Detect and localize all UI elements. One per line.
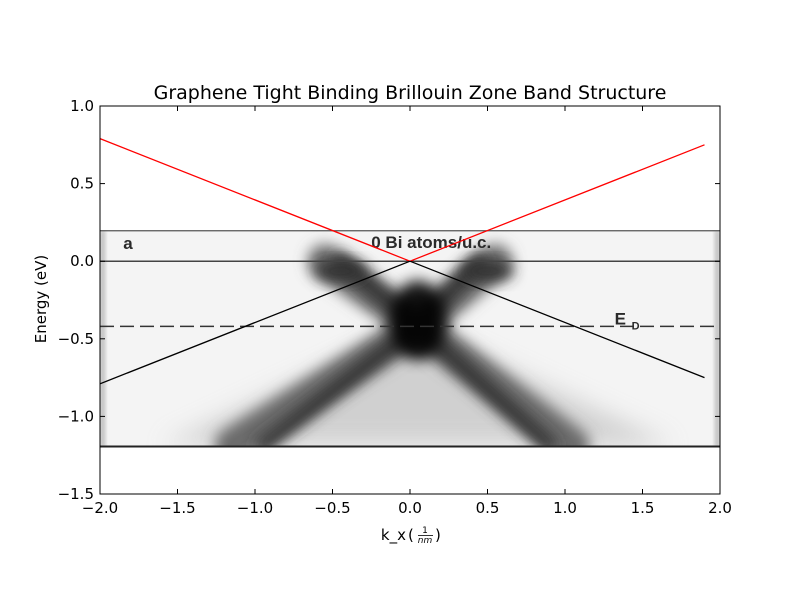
chart-title: Graphene Tight Binding Brillouin Zone Ba… (154, 82, 667, 104)
x-axis-label-text: k_x (381, 526, 406, 545)
image-right-top-blob (461, 261, 514, 282)
x-tick-label: −2.0 (82, 499, 118, 517)
x-tick-label: −0.5 (314, 499, 350, 517)
y-tick-label: −0.5 (58, 330, 94, 348)
y-tick-label: 0.0 (70, 252, 94, 270)
x-axis-label-open-paren: ( (408, 526, 414, 544)
x-tick-label: 2.0 (708, 499, 732, 517)
image-panel-label: a (123, 234, 133, 253)
dirac-energy-label: E (615, 309, 626, 328)
arpes-background-image: a 0 Bi atoms/u.c. E D (100, 230, 720, 448)
x-axis-unit-denominator: nm (418, 536, 433, 546)
x-tick-label: 0.5 (476, 499, 500, 517)
y-tick-label: −1.0 (58, 407, 94, 425)
x-axis-unit-numerator: 1 (422, 526, 428, 536)
band-line-2 (99, 260, 411, 385)
x-tick-label: −1.0 (237, 499, 273, 517)
band-line-3 (409, 260, 705, 379)
y-tick-label: 0.5 (70, 175, 94, 193)
x-axis-label: k_x ( 1 nm ) (381, 526, 441, 546)
x-tick-label: 1.0 (553, 499, 577, 517)
axis-ticks: −2.0 −1.5 −1.0 −0.5 0.0 0.5 1.0 1.5 2.01.00.50.0… (58, 97, 732, 517)
band-line-0 (99, 137, 411, 262)
y-tick-label: 1.0 (70, 97, 94, 115)
band-line-1 (409, 144, 705, 262)
dirac-energy-label-subscript: D (632, 320, 640, 332)
y-axis-label: Energy (eV) (32, 255, 50, 343)
image-dirac-blob (389, 280, 446, 361)
band-lines (99, 137, 705, 385)
image-header-text: 0 Bi atoms/u.c. (371, 233, 491, 252)
image-left-top-blob (314, 261, 367, 282)
x-tick-label: 1.5 (631, 499, 655, 517)
x-tick-label: −1.5 (159, 499, 195, 517)
x-axis-label-close-paren: ) (435, 526, 441, 544)
x-tick-label: 0.0 (398, 499, 422, 517)
y-tick-label: −1.5 (58, 485, 94, 503)
